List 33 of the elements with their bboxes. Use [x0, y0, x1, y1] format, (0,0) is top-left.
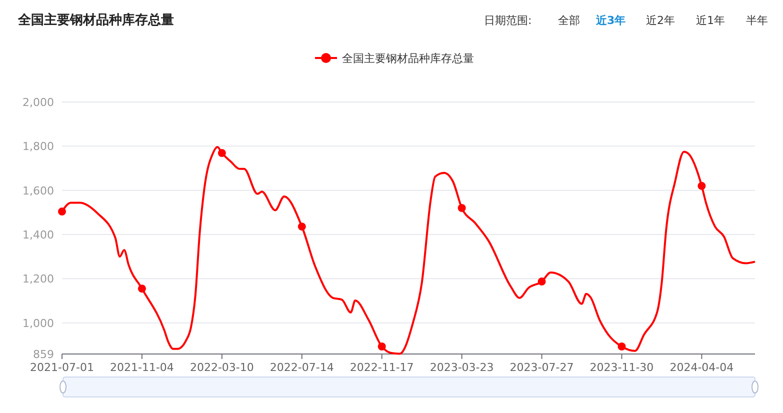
point [698, 182, 706, 190]
text: 全部 [558, 14, 580, 27]
x-tick-label: 2023-07-27 [510, 361, 574, 374]
legend-label: 全国主要钢材品种库存总量 [342, 52, 474, 65]
text: 日期范围: [484, 14, 532, 27]
x-tick-label: 2022-11-17 [350, 361, 414, 374]
x-tick-label: 2023-03-23 [430, 361, 494, 374]
y-tick-label: 1,800 [22, 140, 54, 154]
point [138, 284, 146, 293]
y-tick-label: 2,000 [22, 96, 54, 109]
x-tick-label: 2022-07-14 [270, 361, 334, 374]
x-tick-label: 2021-07-01 [30, 361, 94, 374]
point [298, 222, 306, 231]
y-tick-label: 1,200 [22, 272, 54, 286]
point [58, 208, 66, 216]
text: 近1年 [696, 14, 725, 27]
y-tick-label: 859 [33, 348, 54, 361]
point [218, 149, 226, 158]
y-tick-label: 1,000 [22, 316, 54, 330]
text: 半年 [746, 14, 768, 27]
y-tick-label: 1,400 [22, 228, 54, 242]
x-tick-label: 2022-03-10 [190, 361, 254, 374]
point [458, 204, 466, 212]
point [618, 342, 626, 350]
x-tick-label: 2023-11-30 [590, 361, 654, 374]
x-tick-label: 2021-11-04 [110, 361, 174, 374]
text: 近2年 [646, 14, 675, 27]
text: 近3年 [595, 14, 626, 27]
point [538, 278, 546, 286]
point [378, 342, 386, 350]
x-tick-label: 2024-04-04 [670, 361, 734, 374]
chart-title: 全国主要钢材品种库存总量 [17, 12, 174, 28]
y-tick-label: 1,600 [22, 184, 54, 198]
